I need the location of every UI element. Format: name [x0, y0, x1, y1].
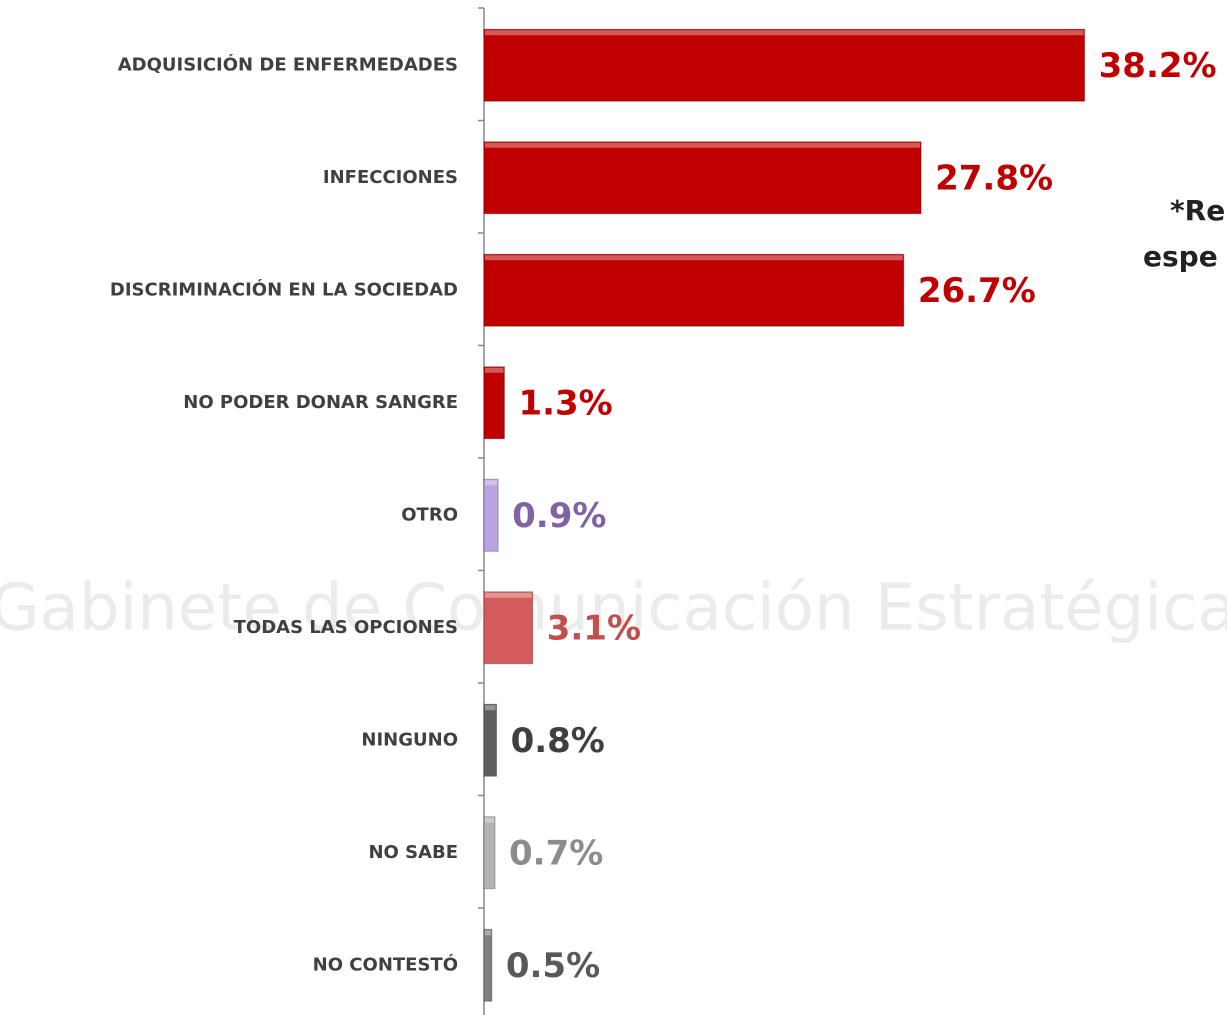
- value-label: 1.3%: [518, 383, 612, 423]
- category-label: OTRO: [401, 504, 458, 525]
- value-label: 0.8%: [511, 721, 605, 761]
- category-label: NO PODER DONAR SANGRE: [183, 392, 458, 413]
- value-label: 0.5%: [506, 946, 600, 986]
- bar: [483, 366, 505, 440]
- annotation: espe: [1143, 240, 1218, 273]
- value-label: 0.7%: [509, 833, 603, 873]
- category-label: NO SABE: [368, 842, 458, 863]
- bar-highlight: [485, 255, 903, 261]
- bar-highlight: [485, 817, 495, 823]
- bar-highlight: [485, 705, 496, 711]
- category-label: NINGUNO: [361, 729, 458, 750]
- category-label: INFECCIONES: [323, 167, 458, 188]
- value-label: 27.8%: [935, 158, 1053, 198]
- category-label: ADQUISICIÓN DE ENFERMEDADES: [118, 53, 458, 75]
- bar: [483, 478, 499, 552]
- bar-highlight: [485, 480, 498, 486]
- value-label: 3.1%: [547, 608, 641, 648]
- value-label: 0.9%: [512, 496, 606, 536]
- category-label: TODAS LAS OPCIONES: [234, 617, 458, 638]
- bar-highlight: [485, 142, 921, 148]
- bar: [483, 253, 905, 327]
- annotation: *Re: [1170, 194, 1225, 227]
- bar: [483, 703, 498, 777]
- value-label: 26.7%: [918, 271, 1036, 311]
- bar-highlight: [485, 30, 1084, 36]
- bar: [483, 28, 1086, 102]
- bar: [483, 141, 922, 215]
- bar-highlight: [485, 367, 504, 373]
- watermark: Gabinete de Comunicación Estratégica: [0, 572, 1227, 646]
- bar-highlight: [485, 592, 532, 598]
- bar: [483, 928, 493, 1002]
- category-label: DISCRIMINACIÓN EN LA SOCIEDAD: [110, 278, 458, 300]
- bar: [483, 591, 534, 665]
- bar: [483, 816, 496, 890]
- bar-highlight: [485, 930, 491, 936]
- value-label: 38.2%: [1099, 46, 1217, 86]
- category-label: NO CONTESTÓ: [313, 953, 458, 975]
